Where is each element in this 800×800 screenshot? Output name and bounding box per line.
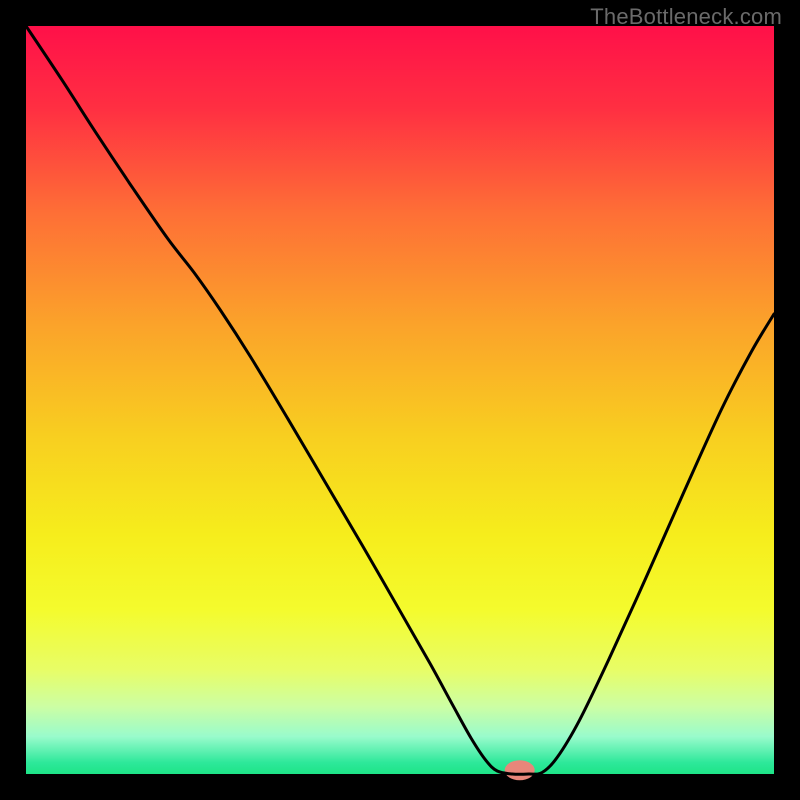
bottleneck-marker	[505, 760, 535, 780]
watermark-text: TheBottleneck.com	[590, 4, 782, 30]
bottleneck-chart	[0, 0, 800, 800]
chart-background	[26, 26, 774, 774]
